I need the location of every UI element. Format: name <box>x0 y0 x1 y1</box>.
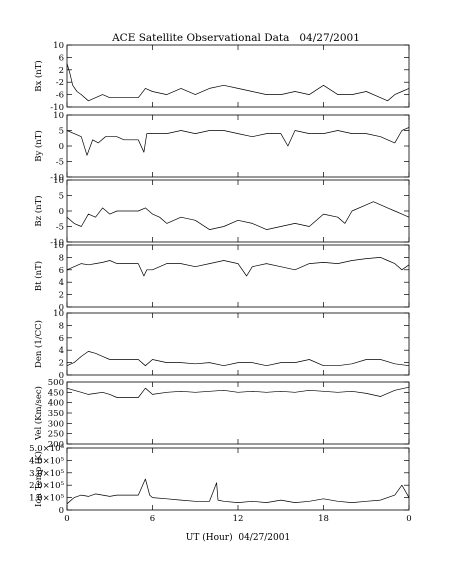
y-tick-label: 0 <box>59 207 64 217</box>
panel-frame <box>66 312 410 376</box>
y-tick-label: 450 <box>48 388 64 398</box>
y-tick-label: 5 <box>59 192 64 202</box>
y-axis-label: Vel (Km/sec) <box>33 386 44 441</box>
y-tick-label: 10 <box>53 309 64 319</box>
y-tick-label: -5 <box>56 158 64 168</box>
y-tick-label: 8 <box>59 253 64 263</box>
y-tick-label: 6 <box>59 53 64 63</box>
series-line <box>66 478 410 505</box>
y-tick-label: 4 <box>59 346 64 356</box>
x-axis-label: UT (Hour) 04/27/2001 <box>186 532 290 543</box>
y-axis-label: Bt (nT) <box>33 261 44 291</box>
panel-frame <box>66 114 410 178</box>
y-axis-label: Ion Temp (K) <box>33 451 44 507</box>
y-tick-label: 10 <box>53 41 64 51</box>
x-tick-label: 18 <box>318 514 329 524</box>
panel-frame <box>66 381 410 445</box>
y-tick-label: 0 <box>59 142 64 152</box>
y-tick-label: 4.0×10⁵ <box>29 456 64 466</box>
panel-4: 10 8 6 4 2 0 Bt (nT) <box>33 241 410 313</box>
y-tick-label: 300 <box>48 419 64 429</box>
y-tick-label: -5 <box>56 223 64 233</box>
y-tick-label: -10 <box>50 103 64 113</box>
x-tick-label: 12 <box>233 514 244 524</box>
y-tick-label: 5 <box>59 127 64 137</box>
y-tick-label: 10 <box>53 111 64 121</box>
series-line <box>66 127 410 156</box>
y-tick-label: 8 <box>59 321 64 331</box>
y-tick-label: 1.0×10⁵ <box>29 494 64 504</box>
x-tick-label: 6 <box>150 514 155 524</box>
panel-frame <box>66 447 410 511</box>
y-tick-label: 4 <box>59 278 64 288</box>
y-tick-label: 6 <box>59 334 64 344</box>
y-tick-label: 6 <box>59 266 64 276</box>
series-line <box>66 63 410 102</box>
y-tick-label: 0 <box>59 303 64 313</box>
y-tick-label: 250 <box>48 430 64 440</box>
y-tick-label: 350 <box>48 409 64 419</box>
y-axis-label: Bx (nT) <box>33 60 44 92</box>
panel-7: 5.0×10⁵ 4.0×10⁵ 3.0×10⁵ 2.0×10⁵ 1.0×10⁵ 0 Ion … <box>29 444 410 516</box>
y-tick-label: -6 <box>56 91 64 101</box>
x-axis: 0 6 12 18 0 <box>64 514 411 524</box>
y-tick-label: -2 <box>56 78 64 88</box>
panel-1: 10 6 2 -2 -6 -10 Bx (nT) <box>33 41 410 113</box>
y-tick-label: -10 <box>50 238 64 248</box>
series-line <box>66 257 410 277</box>
y-tick-label: 2.0×10⁵ <box>29 481 64 491</box>
y-tick-label: 2 <box>59 359 64 369</box>
series-line <box>66 386 410 398</box>
panel-frame <box>66 244 410 308</box>
y-tick-label: 200 <box>48 440 64 450</box>
y-tick-label: 2 <box>59 66 64 76</box>
y-tick-label: 5.0×10⁵ <box>29 444 64 454</box>
y-tick-label: -10 <box>50 173 64 183</box>
y-tick-label: 400 <box>48 399 64 409</box>
y-tick-label: 500 <box>48 378 64 388</box>
chart-title: ACE Satellite Observational Data 04/27/2… <box>111 32 360 44</box>
x-tick-label: 0 <box>64 514 69 524</box>
series-line <box>66 201 410 230</box>
panels: 10 6 2 -2 -6 -10 Bx (nT) 10 5 0 -5 -10 By (nT) 10 5 0 -5… <box>29 41 410 516</box>
y-tick-label: 2 <box>59 291 64 301</box>
y-tick-label: 0 <box>59 506 64 516</box>
y-tick-label: 0 <box>59 371 64 381</box>
y-axis-label: Den (1/CC) <box>33 320 44 368</box>
series-line <box>66 351 410 367</box>
x-tick-label: 0 <box>406 514 411 524</box>
y-tick-label: 3.0×10⁵ <box>29 469 64 479</box>
y-tick-label: 10 <box>53 176 64 186</box>
panel-3: 10 5 0 -5 -10 Bz (nT) <box>33 176 410 248</box>
panel-5: 10 8 6 4 2 0 Den (1/CC) <box>33 309 410 381</box>
y-axis-label: By (nT) <box>33 130 44 162</box>
y-tick-label: 10 <box>53 241 64 251</box>
y-axis-label: Bz (nT) <box>33 195 44 226</box>
panel-2: 10 5 0 -5 -10 By (nT) <box>33 111 410 183</box>
